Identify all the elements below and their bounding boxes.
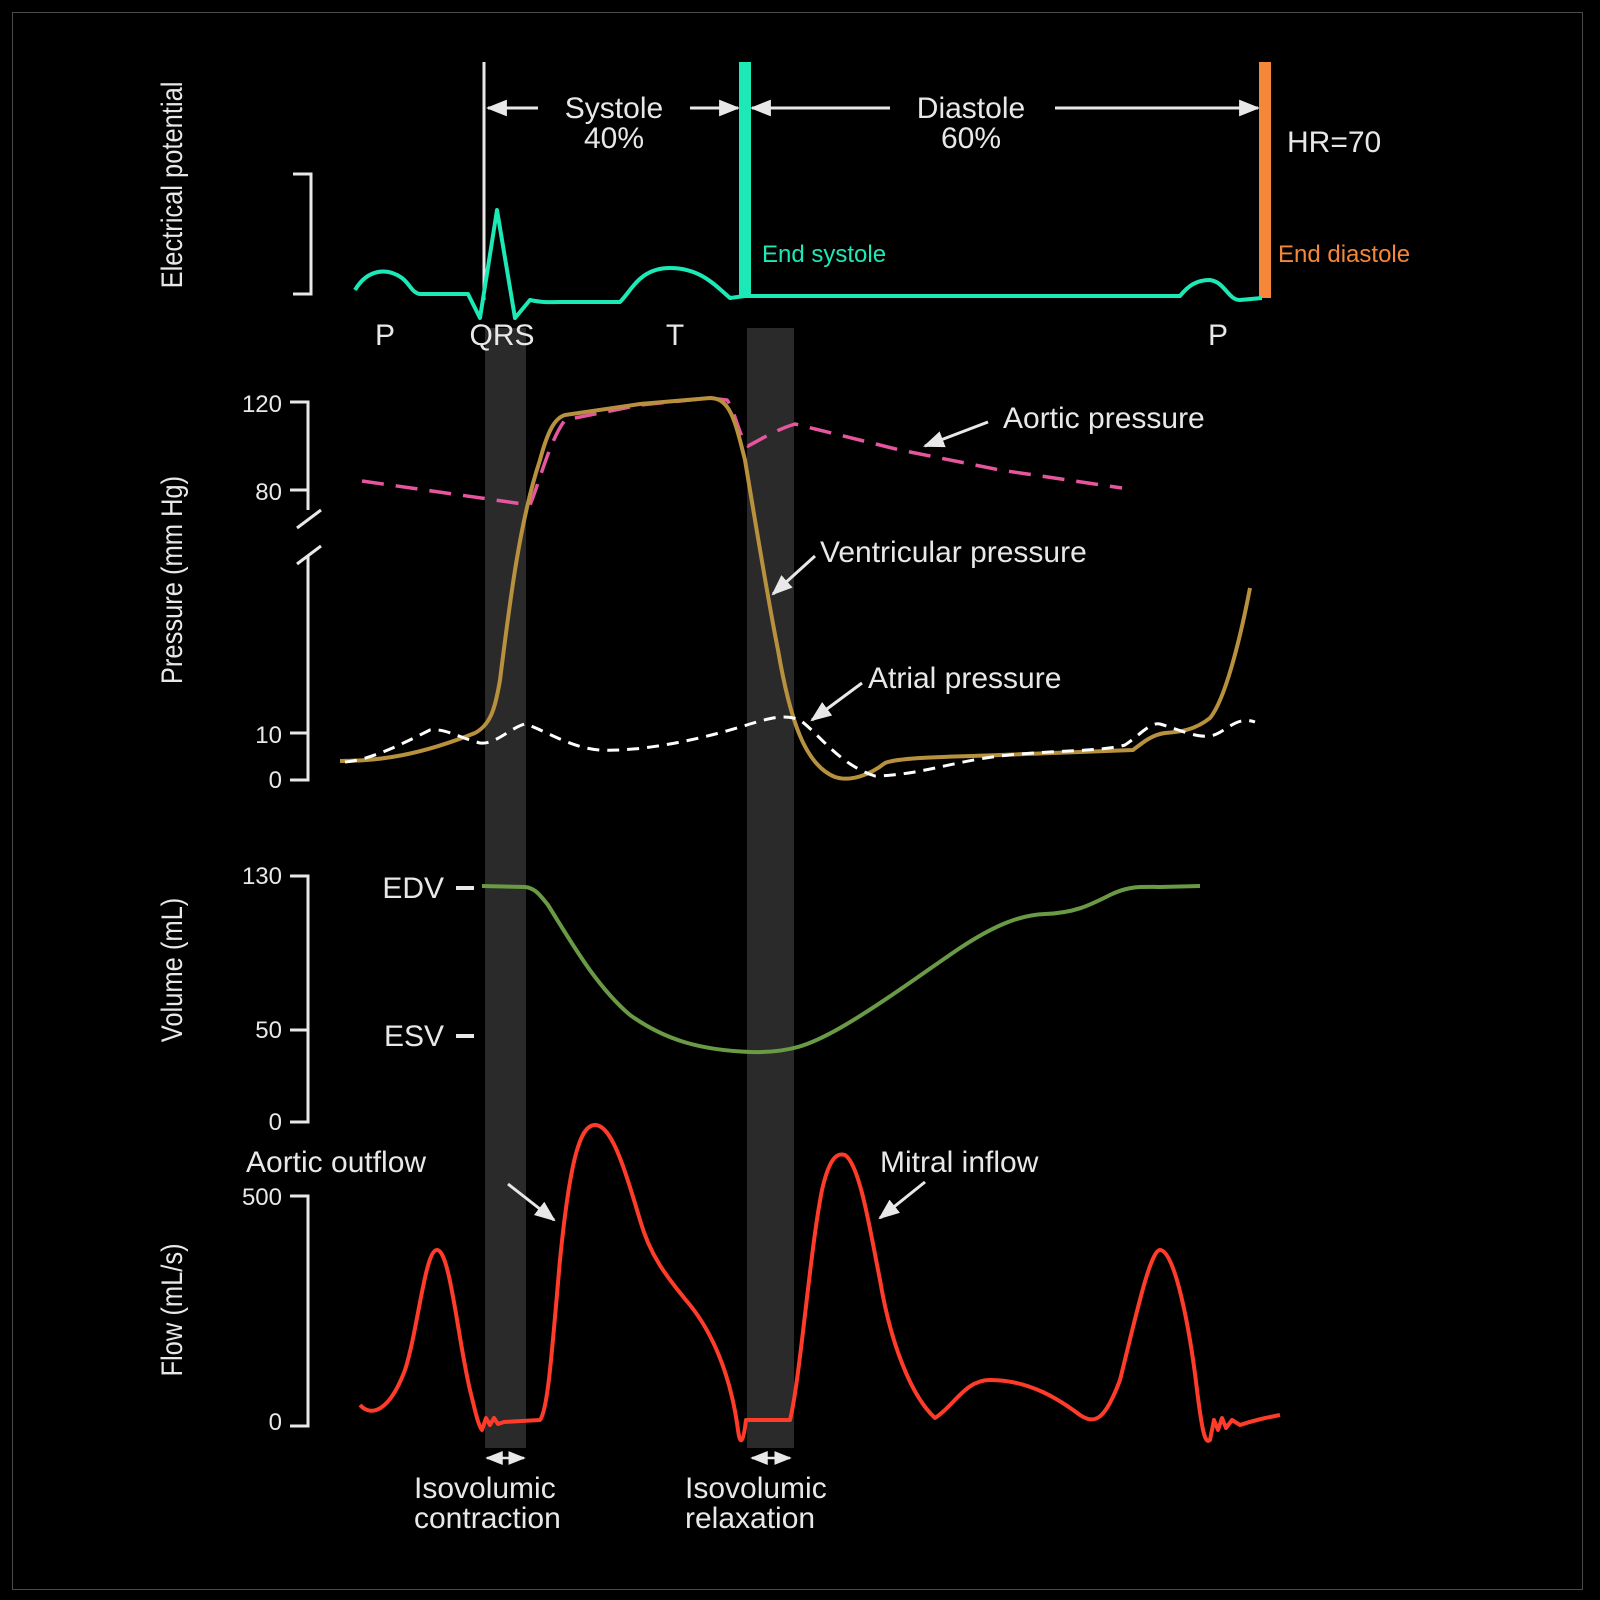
end-systole-label: End systole: [762, 241, 886, 268]
isovolumic-contraction-label-1: Isovolumic: [414, 1472, 556, 1505]
aortic-pressure-trace: [361, 396, 1123, 507]
atrial-pressure-trace: [344, 715, 1256, 778]
ecg-y-axis-label: Electrical potential: [155, 82, 188, 289]
diastole-label: Diastole: [917, 92, 1025, 125]
volume-tick-label-50: 50: [255, 1017, 282, 1044]
pressure-tick-label-80: 80: [255, 479, 282, 506]
esv-label: ESV: [384, 1020, 444, 1053]
isovolumic-relaxation-label-2: relaxation: [685, 1502, 815, 1535]
isovolumic-contraction-label-2: contraction: [414, 1502, 561, 1535]
ecg-label-p2: P: [1208, 319, 1228, 352]
flow-axis: [290, 1194, 310, 1428]
volume-tick-label-130: 130: [242, 863, 282, 890]
aortic-pressure-arrow: [923, 420, 989, 448]
diastole-percent: 60%: [941, 122, 1001, 155]
flow-y-axis-label: Flow (mL/s): [155, 1243, 188, 1376]
pressure-axis-bottom: [290, 555, 310, 782]
ventricular-pressure-label: Ventricular pressure: [820, 536, 1087, 569]
aortic-outflow-label: Aortic outflow: [246, 1146, 426, 1179]
end-diastole-label: End diastole: [1278, 241, 1410, 268]
figure-frame: [12, 12, 1583, 1590]
ecg-trace: [353, 208, 1263, 320]
volume-tick-label-0: 0: [269, 1109, 282, 1136]
systole-label: Systole: [565, 92, 663, 125]
edv-label: EDV: [382, 872, 444, 905]
ecg-label-qrs: QRS: [469, 319, 534, 352]
axis-break-mark-1: [296, 508, 322, 530]
volume-y-axis-label: Volume (mL): [155, 898, 188, 1042]
pressure-tick-label-10: 10: [255, 722, 282, 749]
volume-axis: [290, 874, 310, 1124]
flow-trace: [358, 1123, 1281, 1443]
ventricular-pressure-trace: [339, 396, 1252, 781]
pressure-tick-label-0: 0: [269, 767, 282, 794]
ecg-scale-bracket: [293, 172, 313, 296]
atrial-pressure-arrow: [810, 681, 863, 722]
aortic-outflow-arrow: [507, 1182, 556, 1222]
heart-rate-label: HR=70: [1287, 126, 1381, 159]
flow-tick-label-500: 500: [242, 1184, 282, 1211]
isovolumic-relaxation-band: [747, 328, 794, 1448]
systole-percent: 40%: [584, 122, 644, 155]
ventricular-pressure-arrow: [771, 554, 817, 596]
isovolumic-relaxation-label-1: Isovolumic: [685, 1472, 827, 1505]
atrial-pressure-label: Atrial pressure: [868, 662, 1061, 695]
pressure-axis-top: [290, 400, 310, 510]
ventricular-volume-trace: [481, 884, 1201, 1055]
ecg-label-t: T: [666, 319, 684, 352]
pressure-y-axis-label: Pressure (mm Hg): [155, 476, 188, 684]
ecg-label-p1: P: [375, 319, 395, 352]
mitral-inflow-label: Mitral inflow: [880, 1146, 1039, 1179]
mitral-inflow-arrow: [878, 1180, 926, 1220]
aortic-pressure-label: Aortic pressure: [1003, 402, 1205, 435]
flow-tick-label-0: 0: [269, 1409, 282, 1436]
pressure-tick-label-120: 120: [242, 391, 282, 418]
